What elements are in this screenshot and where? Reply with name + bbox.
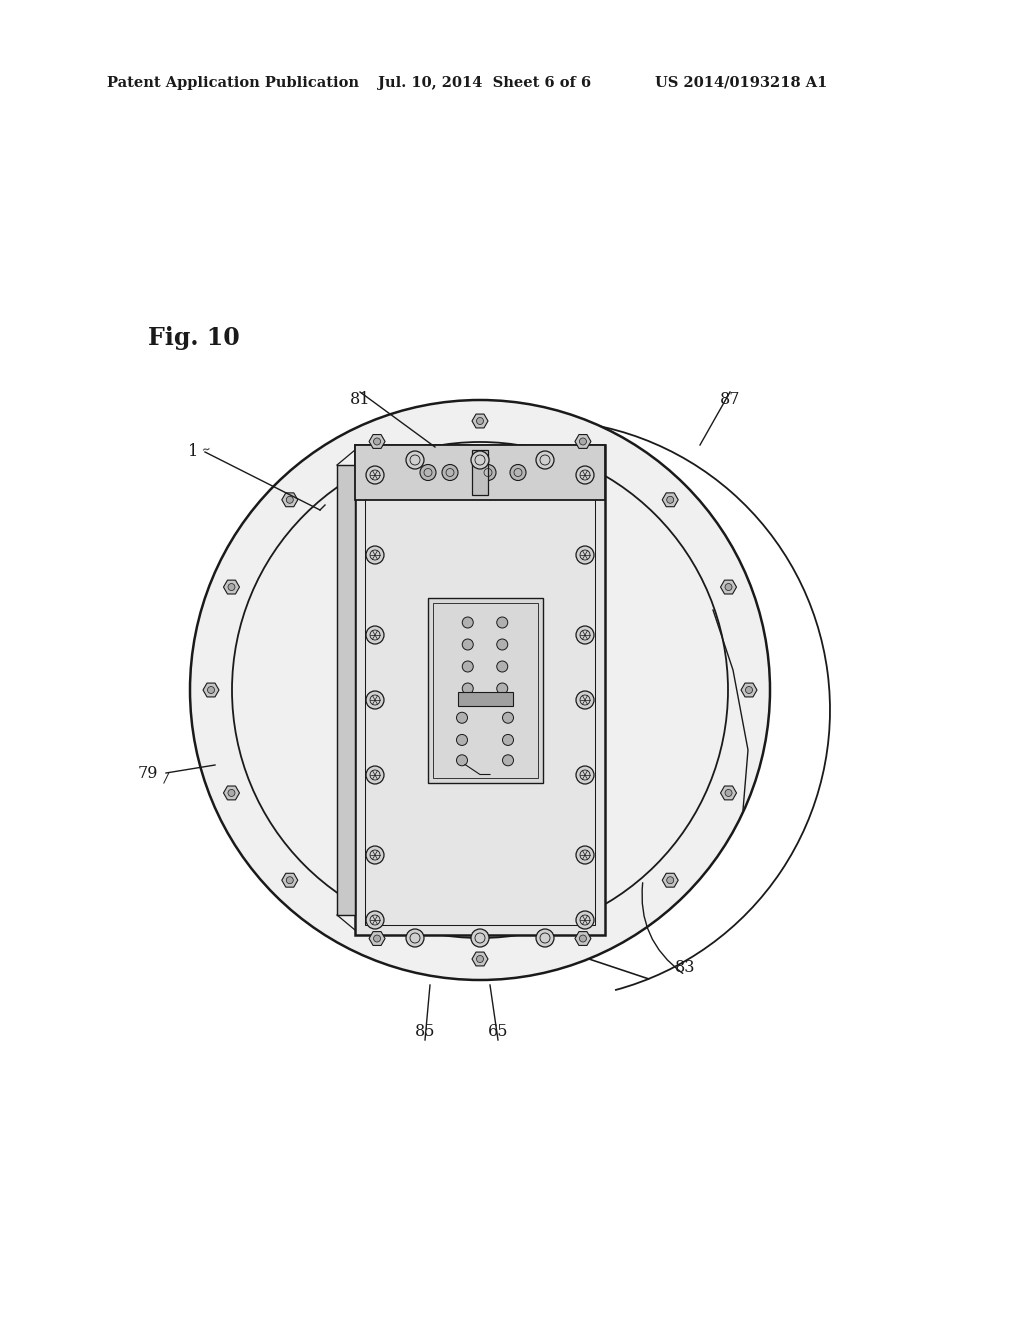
Circle shape <box>667 496 674 503</box>
Circle shape <box>457 734 468 746</box>
Bar <box>355 445 605 935</box>
Text: US 2014/0193218 A1: US 2014/0193218 A1 <box>655 77 827 90</box>
Circle shape <box>366 846 384 865</box>
Text: Fig. 10: Fig. 10 <box>148 326 240 350</box>
Polygon shape <box>663 874 678 887</box>
Circle shape <box>575 690 594 709</box>
Text: 79: 79 <box>138 764 159 781</box>
Polygon shape <box>472 414 488 428</box>
Circle shape <box>457 755 468 766</box>
Circle shape <box>536 451 554 469</box>
Text: 1: 1 <box>187 444 198 461</box>
Text: 81: 81 <box>350 392 371 408</box>
Polygon shape <box>472 952 488 966</box>
Circle shape <box>580 935 587 942</box>
Circle shape <box>536 929 554 946</box>
Polygon shape <box>369 932 385 945</box>
Circle shape <box>667 876 674 883</box>
Circle shape <box>366 690 384 709</box>
Circle shape <box>462 661 473 672</box>
Circle shape <box>476 956 483 962</box>
Polygon shape <box>223 579 240 594</box>
Polygon shape <box>721 579 736 594</box>
Circle shape <box>442 465 458 480</box>
Circle shape <box>366 626 384 644</box>
Text: Jul. 10, 2014  Sheet 6 of 6: Jul. 10, 2014 Sheet 6 of 6 <box>378 77 591 90</box>
Circle shape <box>462 616 473 628</box>
Circle shape <box>725 789 732 796</box>
Circle shape <box>575 766 594 784</box>
Circle shape <box>287 876 293 883</box>
Polygon shape <box>369 434 385 449</box>
Circle shape <box>462 639 473 649</box>
Circle shape <box>228 583 234 590</box>
Circle shape <box>497 616 508 628</box>
Bar <box>432 602 538 777</box>
Polygon shape <box>574 932 591 945</box>
Bar <box>458 692 512 706</box>
Polygon shape <box>721 785 736 800</box>
Circle shape <box>503 713 513 723</box>
Text: 65: 65 <box>487 1023 508 1040</box>
Circle shape <box>497 661 508 672</box>
Bar <box>365 455 595 925</box>
Polygon shape <box>223 785 240 800</box>
Circle shape <box>503 755 513 766</box>
Polygon shape <box>282 874 298 887</box>
Circle shape <box>228 789 234 796</box>
Polygon shape <box>574 434 591 449</box>
Circle shape <box>725 583 732 590</box>
Polygon shape <box>741 682 757 697</box>
Circle shape <box>406 451 424 469</box>
Circle shape <box>503 734 513 746</box>
Polygon shape <box>663 492 678 507</box>
Bar <box>427 598 543 783</box>
Circle shape <box>366 466 384 484</box>
Circle shape <box>510 465 526 480</box>
Circle shape <box>366 546 384 564</box>
Circle shape <box>575 546 594 564</box>
Circle shape <box>420 465 436 480</box>
Circle shape <box>745 686 753 693</box>
Circle shape <box>208 686 214 693</box>
Circle shape <box>457 713 468 723</box>
Polygon shape <box>203 682 219 697</box>
Bar <box>337 465 355 915</box>
Bar <box>355 445 605 500</box>
Circle shape <box>575 466 594 484</box>
Text: 83: 83 <box>675 958 695 975</box>
Text: 87: 87 <box>720 392 740 408</box>
Circle shape <box>497 639 508 649</box>
Circle shape <box>366 766 384 784</box>
Bar <box>472 450 488 495</box>
Circle shape <box>406 929 424 946</box>
Circle shape <box>575 626 594 644</box>
Circle shape <box>471 929 489 946</box>
Circle shape <box>480 465 496 480</box>
Circle shape <box>497 682 508 694</box>
Circle shape <box>190 400 770 979</box>
Circle shape <box>575 846 594 865</box>
Circle shape <box>374 935 381 942</box>
Circle shape <box>374 438 381 445</box>
Circle shape <box>580 438 587 445</box>
Circle shape <box>462 682 473 694</box>
Circle shape <box>575 911 594 929</box>
Circle shape <box>366 911 384 929</box>
Text: Patent Application Publication: Patent Application Publication <box>106 77 359 90</box>
Circle shape <box>287 496 293 503</box>
Circle shape <box>476 417 483 425</box>
Circle shape <box>471 451 489 469</box>
Text: 85: 85 <box>415 1023 435 1040</box>
Polygon shape <box>282 492 298 507</box>
Text: ~: ~ <box>201 445 212 455</box>
Text: /: / <box>164 771 168 784</box>
